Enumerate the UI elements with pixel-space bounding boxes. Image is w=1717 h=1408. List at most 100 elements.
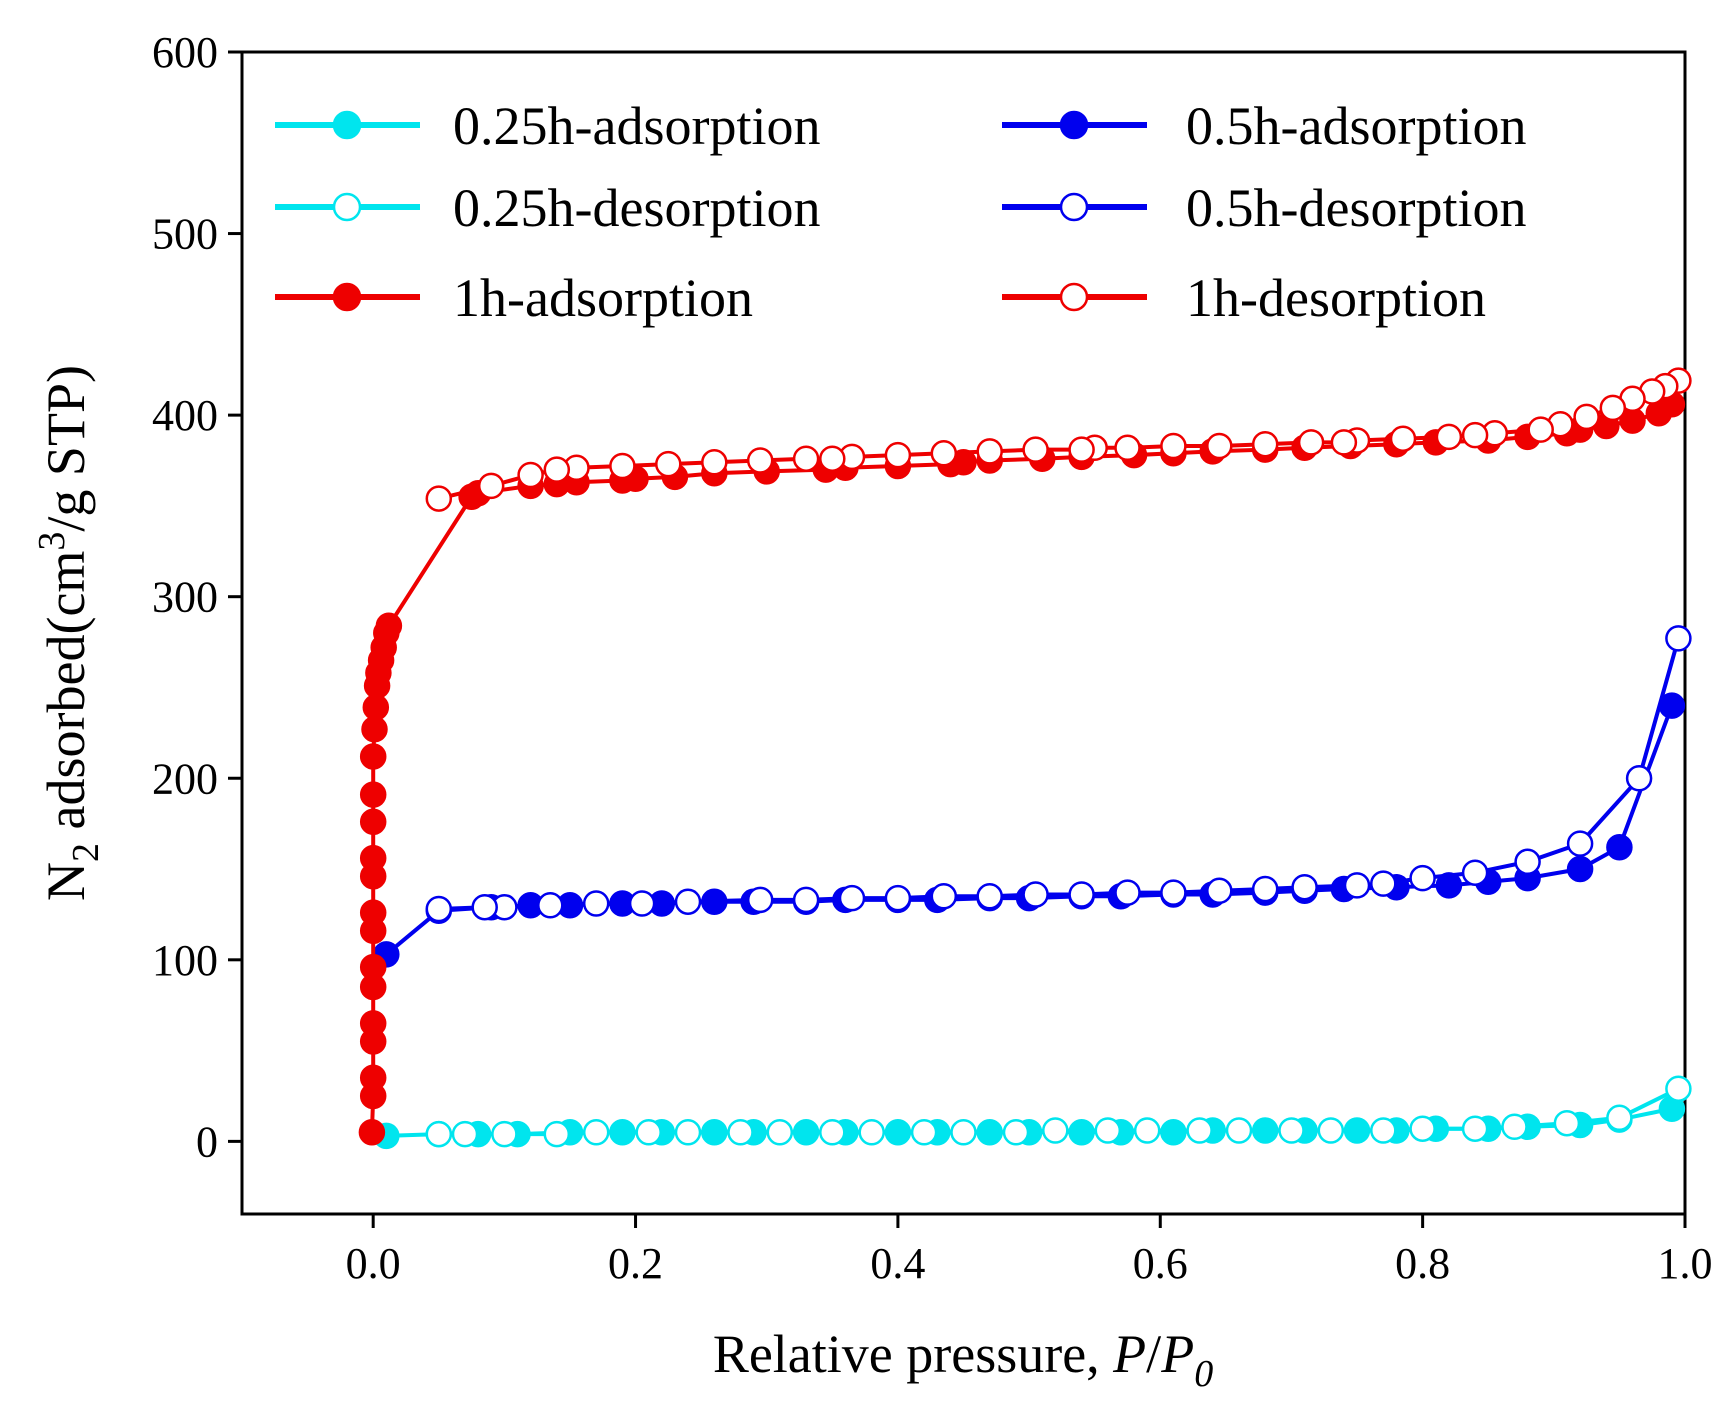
data-point-0-25h-desorption — [1225, 1117, 1253, 1144]
data-point-0-5h-desorption — [1566, 830, 1594, 857]
data-point-0-5h-desorption — [1665, 625, 1692, 652]
data-point-1h-adsorption — [359, 844, 387, 872]
y-axis-title-subscript: 2 — [65, 843, 107, 862]
data-point-1h-desorption — [884, 441, 912, 469]
data-point-0-25h-desorption — [1002, 1119, 1030, 1146]
data-point-0-25h-desorption — [674, 1119, 702, 1146]
data-point-1h-desorption — [1599, 394, 1627, 422]
data-point-0-25h-desorption — [491, 1120, 518, 1148]
data-point-0-25h-desorption — [451, 1120, 479, 1148]
data-point-0-5h-desorption — [582, 890, 610, 917]
data-point-1h-desorption — [976, 438, 1003, 465]
data-point-1h-desorption — [701, 449, 728, 476]
data-point-1h-desorption — [1251, 430, 1279, 458]
y-tick-label: 100 — [152, 936, 218, 985]
legend-marker-0-25h-desorption — [332, 192, 362, 222]
y-tick-label: 600 — [152, 28, 218, 77]
data-point-0-5h-desorption — [537, 892, 564, 919]
y-axis-title: N2 adsorbed(cm3/g STP) — [31, 365, 107, 901]
series-1h-desorption — [425, 367, 1692, 512]
data-point-1h-desorption — [1461, 421, 1489, 449]
series-line-0-5h-adsorption — [385, 704, 1674, 956]
data-point-1h-desorption — [1389, 425, 1417, 452]
data-point-1h-desorption — [543, 456, 571, 483]
data-point-0-5h-desorption — [1514, 848, 1541, 876]
y-tick-label: 200 — [152, 754, 218, 803]
data-point-0-25h-desorption — [950, 1119, 977, 1146]
data-point-1h-desorption — [1206, 432, 1233, 460]
x-axis-title: Relative pressure, P/P0 — [713, 1324, 1213, 1395]
data-point-1h-desorption — [477, 472, 505, 500]
data-point-0-5h-desorption — [628, 890, 656, 917]
data-point-0-5h-desorption — [746, 886, 774, 914]
data-point-0-5h-adsorption — [1606, 833, 1633, 861]
data-point-0-5h-desorption — [1461, 859, 1489, 886]
y-tick-label: 500 — [152, 210, 218, 259]
legend-label-0-25h-desorption: 0.25h-desorption — [453, 178, 820, 238]
series-layer — [358, 367, 1692, 1150]
data-point-1h-adsorption — [359, 1064, 387, 1092]
legend-label-0-25h-adsorption: 0.25h-adsorption — [453, 96, 820, 156]
series-0-25h-desorption — [425, 1075, 1692, 1148]
series-1h-adsorption — [358, 390, 1686, 1146]
data-point-1h-desorption — [609, 452, 636, 480]
legend-marker-0-5h-adsorption — [1059, 110, 1089, 140]
y-axis-title-superscript: 3 — [31, 532, 73, 551]
data-point-1h-desorption — [1114, 434, 1141, 462]
x-axis-title-p: P — [1112, 1324, 1146, 1384]
legend-marker-0-25h-adsorption — [332, 110, 362, 140]
data-point-0-5h-desorption — [838, 884, 866, 912]
series-line-0-5h-desorption — [438, 637, 1681, 911]
data-point-1h-desorption — [819, 445, 846, 472]
legend-entry-1h-adsorption: 1h-adsorption — [275, 268, 753, 328]
data-point-1h-desorption — [1297, 429, 1325, 456]
data-point-1h-desorption — [1022, 436, 1049, 463]
legend-marker-1h-desorption — [1059, 282, 1089, 312]
data-point-1h-adsorption — [359, 781, 387, 808]
y-tick-label: 0 — [196, 1117, 218, 1166]
data-point-0-5h-desorption — [674, 888, 702, 915]
legend-label-0-5h-desorption: 0.5h-desorption — [1186, 178, 1526, 238]
legend-label-0-5h-adsorption: 0.5h-adsorption — [1186, 96, 1526, 156]
data-point-1h-desorption — [1330, 429, 1358, 456]
legend-entry-0-5h-desorption: 0.5h-desorption — [1002, 178, 1526, 238]
data-point-0-25h-desorption — [1186, 1117, 1213, 1144]
data-point-1h-desorption — [792, 445, 820, 472]
x-tick-label: 0.2 — [608, 1239, 663, 1288]
data-point-1h-desorption — [517, 461, 544, 489]
data-point-0-5h-desorption — [1160, 879, 1187, 906]
data-point-0-5h-desorption — [471, 893, 498, 921]
data-point-0-25h-desorption — [1133, 1117, 1161, 1144]
data-point-0-5h-desorption — [884, 884, 912, 912]
y-axis-title-mid: adsorbed(cm — [36, 551, 96, 843]
data-point-1h-desorption — [655, 450, 682, 478]
legend-entry-0-25h-adsorption: 0.25h-adsorption — [275, 96, 820, 156]
data-point-0-25h-desorption — [635, 1119, 662, 1146]
legend-label-1h-adsorption: 1h-adsorption — [453, 268, 753, 328]
data-point-0-5h-desorption — [425, 895, 453, 923]
y-axis-title-suffix: /g STP) — [36, 365, 96, 532]
data-point-0-5h-adsorption — [1566, 855, 1594, 883]
legend-entry-1h-desorption: 1h-desorption — [1002, 268, 1486, 328]
data-point-0-25h-desorption — [1461, 1115, 1489, 1142]
data-point-0-25h-desorption — [1606, 1104, 1633, 1132]
data-point-1h-desorption — [425, 485, 453, 512]
data-point-1h-desorption — [746, 447, 774, 474]
x-axis-title-p0: P — [1160, 1324, 1194, 1384]
y-tick-label: 400 — [152, 391, 218, 440]
data-point-1h-desorption — [1527, 416, 1554, 443]
data-point-0-25h-desorption — [1501, 1113, 1528, 1141]
data-point-0-25h-desorption — [1370, 1117, 1397, 1144]
data-point-0-25h-desorption — [1278, 1117, 1305, 1144]
data-point-0-25h-desorption — [1553, 1109, 1581, 1137]
axis-ticks: 0.0 0.2 0.4 0.6 0.8 1.0 0 100 200 300 400 500 600 — [152, 28, 1713, 1288]
legend-entry-0-25h-desorption: 0.25h-desorption — [275, 178, 820, 238]
data-point-0-5h-desorption — [930, 883, 958, 910]
series-0-5h-desorption — [425, 625, 1692, 923]
data-point-1h-desorption — [1160, 432, 1187, 460]
data-point-0-25h-desorption — [1665, 1075, 1692, 1102]
data-point-1h-desorption — [930, 440, 958, 467]
data-point-0-5h-desorption — [1114, 879, 1141, 906]
data-point-0-5h-desorption — [1206, 877, 1233, 905]
